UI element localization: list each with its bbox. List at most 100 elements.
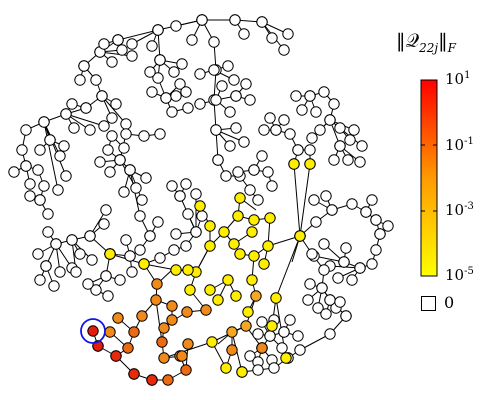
graph-node (256, 342, 268, 354)
graph-node (238, 136, 250, 148)
graph-node (374, 228, 386, 240)
colorbar-tick-label: 10-1 (445, 136, 474, 154)
graph-node (34, 194, 46, 206)
graph-node (222, 60, 234, 72)
graph-node (78, 60, 90, 72)
graph-node (182, 264, 194, 276)
graph-node (246, 226, 258, 238)
graph-edge (299, 163, 311, 237)
graph-node (334, 296, 346, 308)
graph-node (266, 320, 278, 332)
graph-node (226, 344, 238, 356)
graph-node (306, 132, 318, 144)
graph-node (140, 172, 152, 184)
graph-node (134, 210, 146, 222)
graph-edge (163, 341, 213, 359)
graph-node (232, 210, 244, 222)
graph-node (248, 214, 260, 226)
graph-node (316, 282, 328, 294)
graph-node (98, 38, 110, 50)
graph-node (256, 16, 268, 28)
graph-node (248, 164, 260, 176)
graph-node (280, 352, 292, 364)
graph-node (318, 264, 330, 276)
graph-node (306, 248, 318, 260)
graph-node (152, 72, 164, 84)
graph-node (200, 304, 212, 316)
graph-node (304, 158, 316, 170)
graph-node (270, 292, 282, 304)
graph-node (114, 154, 126, 166)
graph-node (346, 198, 358, 210)
graph-edge (155, 299, 163, 343)
graph-node (346, 274, 358, 286)
graph-node (100, 270, 112, 282)
graph-node (264, 112, 276, 124)
graph-edge (275, 235, 301, 299)
graph-node (206, 336, 218, 348)
graph-node (182, 208, 194, 220)
graph-node (366, 194, 378, 206)
graph-node (158, 352, 170, 364)
graph-node (118, 142, 130, 154)
graph-node (102, 144, 114, 156)
graph-node (234, 248, 246, 260)
graph-node (24, 178, 36, 190)
graph-node (318, 86, 330, 98)
graph-edge (293, 163, 301, 237)
graph-node (240, 320, 252, 332)
graph-edge (43, 121, 67, 177)
graph-node (252, 328, 264, 340)
graph-node (288, 158, 300, 170)
graph-edge (101, 95, 127, 125)
graph-node (38, 180, 50, 192)
graph-node (258, 124, 270, 136)
graph-node (42, 226, 54, 238)
graph-node (250, 290, 262, 302)
highlight-ring (80, 318, 106, 344)
graph-node (176, 58, 188, 70)
graph-node (228, 74, 240, 86)
colorbar-tick-label: 101 (445, 70, 471, 88)
graph-node (158, 322, 170, 334)
graph-node (282, 28, 294, 40)
graph-node (292, 144, 304, 156)
graph-node (186, 34, 198, 46)
graph-node (314, 124, 326, 136)
graph-node (370, 214, 382, 226)
graph-node (218, 226, 230, 238)
graph-node (134, 244, 146, 256)
graph-node (166, 106, 178, 118)
graph-node (276, 342, 288, 354)
graph-node (102, 290, 114, 302)
graph-nodes (8, 14, 394, 386)
graph-node (258, 258, 270, 270)
graph-node (126, 38, 138, 50)
graph-node (144, 230, 156, 242)
graph-edge (65, 113, 105, 127)
graph-node (256, 150, 268, 162)
graph-node (354, 156, 366, 168)
graph-node (296, 104, 308, 116)
graph-node (154, 128, 166, 140)
graph-node (44, 134, 56, 146)
graph-node (128, 368, 140, 380)
graph-node (236, 366, 248, 378)
graph-node (168, 66, 180, 78)
graph-node (229, 14, 241, 26)
graph-edge (117, 29, 159, 41)
graph-node (360, 206, 372, 218)
graph-node (70, 266, 82, 278)
graph-node (304, 278, 316, 290)
graph-node (126, 266, 138, 278)
graph-node (8, 166, 20, 178)
graph-node (166, 180, 178, 192)
graph-node (224, 140, 236, 152)
graph-node (182, 102, 194, 114)
graph-node (354, 262, 366, 274)
graph-node (54, 150, 66, 162)
graph-node (180, 178, 192, 190)
graph-node (256, 316, 268, 328)
graph-node (332, 272, 344, 284)
graph-node (212, 294, 224, 306)
